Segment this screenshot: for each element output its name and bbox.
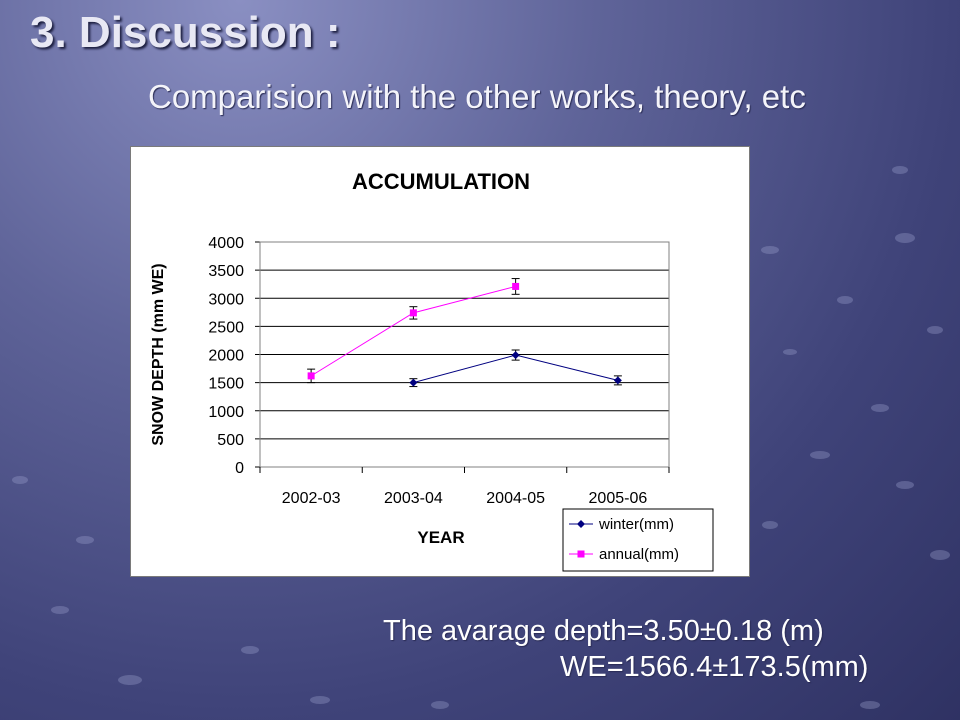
x-tick-label: 2005-06	[589, 490, 648, 507]
x-tick-label: 2004-05	[486, 490, 545, 507]
y-tick-label: 1500	[208, 376, 244, 393]
x-tick-label: 2003-04	[384, 490, 443, 507]
water-equivalent-note: WE=1566.4±173.5(mm)	[560, 651, 869, 683]
y-tick-label: 1000	[208, 404, 244, 421]
winter-data-point	[511, 351, 520, 360]
average-depth-note: The avarage depth=3.50±0.18 (m)	[383, 615, 824, 647]
y-tick-label: 2000	[208, 348, 244, 365]
winter-data-point	[409, 378, 418, 387]
y-tick-label: 4000	[208, 235, 244, 252]
slide-subtitle: Comparision with the other works, theory…	[148, 78, 806, 115]
y-tick-label: 3000	[208, 291, 244, 308]
legend-annual-label: annual(mm)	[599, 546, 679, 563]
slide-title: 3. Discussion :	[30, 8, 341, 57]
y-tick-label: 2500	[208, 319, 244, 336]
legend-box	[562, 508, 714, 572]
annual-data-point	[307, 372, 315, 380]
x-tick-label: 2002-03	[282, 490, 341, 507]
y-tick-label: 3500	[208, 263, 244, 280]
y-axis-label: SNOW DEPTH (mm WE)	[150, 263, 167, 445]
annual-data-point	[512, 282, 520, 290]
x-axis-label: YEAR	[417, 528, 464, 547]
y-tick-label: 0	[235, 460, 244, 477]
legend-annual-marker	[577, 550, 585, 558]
winter-data-point	[613, 376, 622, 385]
accumulation-chart: ACCUMULATION 0 500 1000 1500 2000 2500 3000 3500…	[150, 169, 714, 572]
annual-data-point	[409, 309, 417, 317]
chart-title: ACCUMULATION	[352, 169, 530, 194]
legend-winter-marker	[577, 520, 585, 528]
y-tick-label: 500	[217, 432, 244, 449]
legend-winter-label: winter(mm)	[598, 516, 674, 533]
chart-container: ACCUMULATION 0 500 1000 1500 2000 2500 3000 3500…	[130, 146, 750, 577]
